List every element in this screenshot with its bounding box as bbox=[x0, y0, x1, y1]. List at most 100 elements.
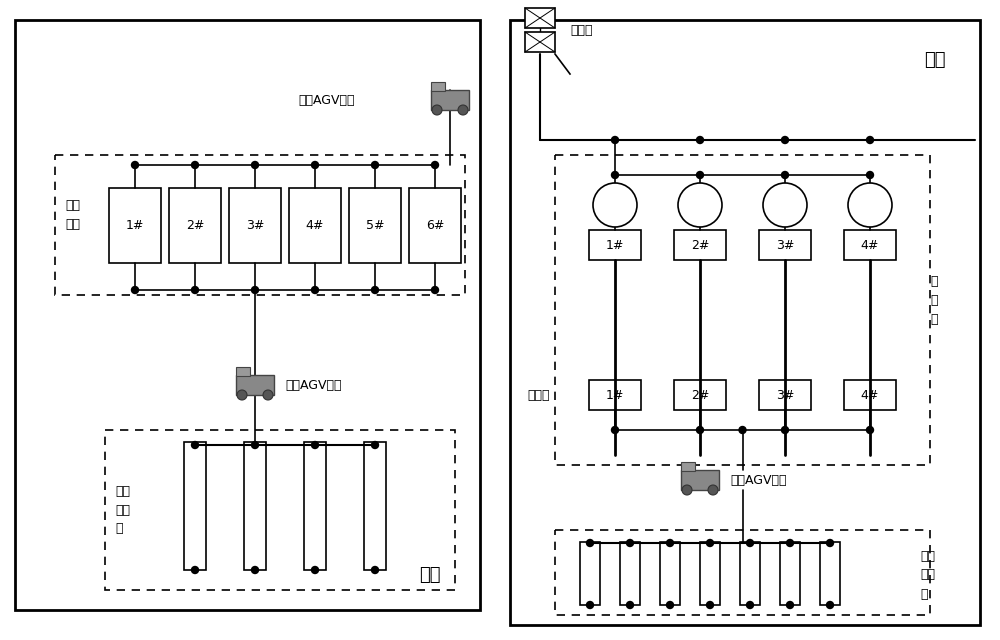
Text: 挤
出
机: 挤 出 机 bbox=[930, 275, 937, 326]
Circle shape bbox=[458, 105, 468, 115]
Circle shape bbox=[252, 161, 259, 168]
Bar bbox=[681, 462, 695, 471]
Text: 一层: 一层 bbox=[924, 51, 946, 69]
Circle shape bbox=[132, 287, 139, 294]
Circle shape bbox=[739, 426, 746, 433]
Bar bbox=[589, 230, 641, 260]
Circle shape bbox=[696, 172, 704, 179]
Circle shape bbox=[372, 287, 379, 294]
Bar bbox=[844, 380, 896, 410]
Circle shape bbox=[696, 426, 704, 433]
Circle shape bbox=[626, 540, 634, 547]
Bar bbox=[780, 542, 800, 605]
Text: 2#: 2# bbox=[186, 218, 204, 232]
Text: 升降梯: 升降梯 bbox=[570, 24, 592, 36]
Bar bbox=[304, 442, 326, 570]
Circle shape bbox=[312, 161, 319, 168]
Text: 6#: 6# bbox=[426, 218, 444, 232]
Text: 一号AGV小车: 一号AGV小车 bbox=[285, 378, 342, 392]
Bar bbox=[620, 542, 640, 605]
Circle shape bbox=[746, 602, 754, 609]
Circle shape bbox=[746, 540, 754, 547]
Text: 3#: 3# bbox=[776, 239, 794, 252]
Circle shape bbox=[252, 442, 259, 449]
Bar bbox=[15, 20, 480, 610]
Circle shape bbox=[372, 161, 379, 168]
Bar bbox=[681, 470, 719, 490]
Circle shape bbox=[866, 136, 874, 143]
Text: 2#: 2# bbox=[691, 239, 709, 252]
Bar bbox=[229, 188, 281, 262]
Text: 4#: 4# bbox=[306, 218, 324, 232]
Bar bbox=[105, 430, 455, 590]
Circle shape bbox=[586, 602, 594, 609]
Circle shape bbox=[706, 540, 714, 547]
Bar bbox=[289, 188, 341, 262]
Circle shape bbox=[312, 287, 319, 294]
Bar bbox=[555, 530, 930, 615]
Bar bbox=[409, 188, 461, 262]
Bar bbox=[525, 32, 555, 52]
Bar bbox=[236, 367, 250, 376]
Bar bbox=[589, 380, 641, 410]
Text: 4#: 4# bbox=[861, 239, 879, 252]
Circle shape bbox=[708, 485, 718, 495]
Text: 1#: 1# bbox=[606, 388, 624, 401]
Circle shape bbox=[237, 390, 247, 400]
Bar bbox=[184, 442, 206, 570]
Text: 4#: 4# bbox=[861, 388, 879, 401]
Circle shape bbox=[432, 161, 438, 168]
Circle shape bbox=[826, 602, 833, 609]
Text: 2#: 2# bbox=[691, 388, 709, 401]
Circle shape bbox=[192, 161, 199, 168]
Bar bbox=[109, 188, 161, 262]
Bar bbox=[169, 188, 221, 262]
Bar bbox=[580, 542, 600, 605]
Bar bbox=[700, 542, 720, 605]
Circle shape bbox=[612, 426, 618, 433]
Circle shape bbox=[786, 602, 793, 609]
Bar bbox=[844, 230, 896, 260]
Circle shape bbox=[781, 426, 788, 433]
Text: 5#: 5# bbox=[366, 218, 384, 232]
Circle shape bbox=[666, 540, 674, 547]
Circle shape bbox=[612, 172, 618, 179]
Circle shape bbox=[678, 183, 722, 227]
Text: 预混
料机: 预混 料机 bbox=[65, 199, 80, 231]
Bar bbox=[510, 20, 980, 625]
Text: 1#: 1# bbox=[606, 239, 624, 252]
Circle shape bbox=[593, 183, 637, 227]
Circle shape bbox=[586, 540, 594, 547]
Circle shape bbox=[312, 566, 319, 573]
Circle shape bbox=[781, 136, 788, 143]
Circle shape bbox=[781, 172, 788, 179]
Circle shape bbox=[666, 602, 674, 609]
Circle shape bbox=[263, 390, 273, 400]
Circle shape bbox=[848, 183, 892, 227]
Bar bbox=[431, 90, 469, 110]
Circle shape bbox=[372, 442, 379, 449]
Circle shape bbox=[866, 426, 874, 433]
Circle shape bbox=[826, 540, 833, 547]
Circle shape bbox=[192, 287, 199, 294]
Circle shape bbox=[312, 442, 319, 449]
Text: 成品
库存
处: 成品 库存 处 bbox=[920, 550, 935, 600]
Text: 二层: 二层 bbox=[419, 566, 441, 584]
Circle shape bbox=[372, 566, 379, 573]
Bar bbox=[431, 82, 445, 91]
Circle shape bbox=[682, 485, 692, 495]
Bar bbox=[349, 188, 401, 262]
Text: 3#: 3# bbox=[776, 388, 794, 401]
Bar bbox=[244, 442, 266, 570]
Bar bbox=[674, 380, 726, 410]
Circle shape bbox=[866, 172, 874, 179]
Bar bbox=[525, 8, 555, 28]
Circle shape bbox=[786, 540, 793, 547]
Bar bbox=[674, 230, 726, 260]
Circle shape bbox=[763, 183, 807, 227]
Circle shape bbox=[252, 566, 259, 573]
Bar bbox=[759, 380, 811, 410]
Circle shape bbox=[192, 566, 199, 573]
Circle shape bbox=[612, 136, 618, 143]
Text: 1#: 1# bbox=[126, 218, 144, 232]
